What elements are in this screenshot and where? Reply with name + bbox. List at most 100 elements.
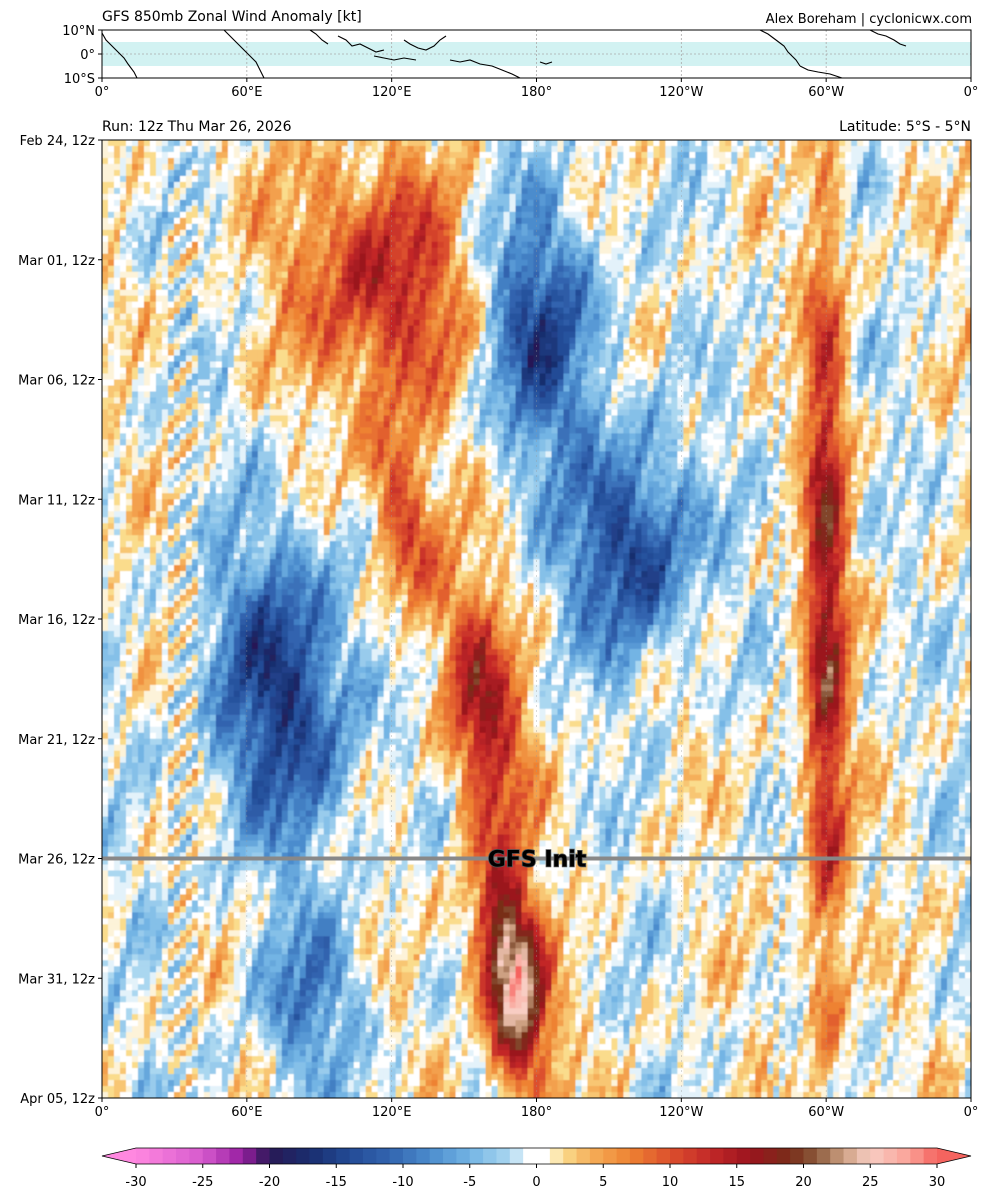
heatmap-cell <box>779 140 786 147</box>
heatmap-cell <box>917 200 924 207</box>
heatmap-cell <box>258 170 265 177</box>
heatmap-cell <box>360 338 367 345</box>
heatmap-cell <box>168 224 175 231</box>
heatmap-cell <box>216 272 223 279</box>
heatmap-cell <box>851 176 858 183</box>
heatmap-cell <box>755 158 762 165</box>
heatmap-cell <box>695 212 702 219</box>
heatmap-cell <box>408 176 415 183</box>
heatmap-cell <box>522 260 529 267</box>
heatmap-cell <box>629 200 636 207</box>
heatmap-cell <box>390 230 397 237</box>
heatmap-cell <box>641 200 648 207</box>
heatmap-cell <box>689 182 696 189</box>
heatmap-cell <box>911 260 918 267</box>
heatmap-cell <box>402 236 409 243</box>
heatmap-cell <box>120 212 127 219</box>
heatmap-cell <box>635 272 642 279</box>
heatmap-cell <box>569 188 576 195</box>
heatmap-cell <box>959 230 966 237</box>
heatmap-cell <box>671 302 678 309</box>
heatmap-cell <box>815 290 822 297</box>
heatmap-cell <box>827 146 834 153</box>
heatmap-cell <box>240 272 247 279</box>
heatmap-cell <box>510 140 517 147</box>
heatmap-cell <box>857 320 864 327</box>
heatmap-cell <box>306 176 313 183</box>
heatmap-cell <box>695 320 702 327</box>
heatmap-cell <box>132 206 139 213</box>
heatmap-cell <box>695 332 702 339</box>
heatmap-cell <box>773 290 780 297</box>
heatmap-cell <box>288 170 295 177</box>
heatmap-cell <box>156 188 163 195</box>
heatmap-cell <box>306 344 313 351</box>
heatmap-cell <box>438 164 445 171</box>
heatmap-cell <box>180 326 187 333</box>
heatmap-cell <box>204 320 211 327</box>
heatmap-cell <box>725 230 732 237</box>
heatmap-cell <box>611 314 618 321</box>
heatmap-cell <box>312 152 319 159</box>
heatmap-cell <box>815 332 822 339</box>
heatmap-cell <box>312 212 319 219</box>
heatmap-cell <box>180 272 187 279</box>
heatmap-cell <box>791 248 798 255</box>
heatmap-cell <box>228 308 235 315</box>
heatmap-cell <box>216 260 223 267</box>
heatmap-cell <box>761 164 768 171</box>
heatmap-cell <box>767 320 774 327</box>
heatmap-cell <box>234 194 241 201</box>
heatmap-cell <box>833 194 840 201</box>
heatmap-cell <box>156 266 163 273</box>
heatmap-cell <box>785 320 792 327</box>
heatmap-cell <box>929 314 936 321</box>
heatmap-cell <box>198 146 205 153</box>
heatmap-cell <box>450 170 457 177</box>
heatmap-cell <box>881 266 888 273</box>
heatmap-cell <box>318 326 325 333</box>
heatmap-cell <box>647 302 654 309</box>
heatmap-cell <box>378 344 385 351</box>
heatmap-cell <box>683 224 690 231</box>
heatmap-cell <box>186 302 193 309</box>
heatmap-cell <box>138 314 145 321</box>
heatmap-cell <box>839 314 846 321</box>
heatmap-cell <box>833 158 840 165</box>
heatmap-cell <box>474 206 481 213</box>
heatmap-cell <box>689 140 696 147</box>
heatmap-cell <box>348 158 355 165</box>
heatmap-cell <box>486 200 493 207</box>
heatmap-cell <box>923 176 930 183</box>
heatmap-cell <box>414 212 421 219</box>
heatmap-cell <box>516 272 523 279</box>
heatmap-cell <box>450 140 457 147</box>
heatmap-cell <box>342 308 349 315</box>
heatmap-cell <box>959 146 966 153</box>
heatmap-cell <box>162 308 169 315</box>
heatmap-cell <box>941 254 948 261</box>
heatmap-cell <box>611 308 618 315</box>
heatmap-cell <box>138 224 145 231</box>
heatmap-cell <box>665 176 672 183</box>
heatmap-cell <box>354 212 361 219</box>
heatmap-cell <box>719 254 726 261</box>
heatmap-cell <box>324 326 331 333</box>
heatmap-cell <box>731 314 738 321</box>
heatmap-cell <box>821 296 828 303</box>
heatmap-cell <box>677 284 684 291</box>
heatmap-cell <box>252 170 259 177</box>
heatmap-cell <box>779 182 786 189</box>
heatmap-cell <box>324 290 331 297</box>
heatmap-cell <box>587 182 594 189</box>
heatmap-cell <box>228 164 235 171</box>
heatmap-cell <box>593 284 600 291</box>
heatmap-cell <box>414 266 421 273</box>
heatmap-cell <box>779 338 786 345</box>
heatmap-cell <box>480 212 487 219</box>
heatmap-cell <box>713 182 720 189</box>
heatmap-cell <box>713 338 720 345</box>
heatmap-cell <box>929 272 936 279</box>
heatmap-cell <box>108 296 115 303</box>
heatmap-cell <box>204 188 211 195</box>
